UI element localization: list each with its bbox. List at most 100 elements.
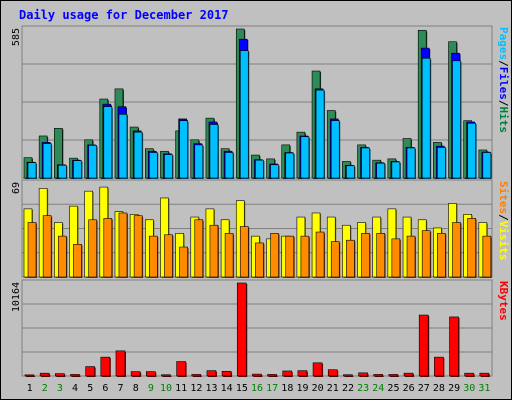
bar-kbytes-day-29-face	[449, 316, 459, 377]
bar-pages-day-31-face	[482, 152, 492, 179]
bar-sites-day-17	[270, 233, 280, 278]
bar-kbytes-day-4-face	[70, 374, 80, 377]
bar-kbytes-day-3	[55, 373, 66, 377]
bar-kbytes-day-17	[267, 374, 278, 377]
bar-kbytes-day-31-face	[479, 372, 490, 377]
bar-sites-day-12	[194, 219, 204, 278]
bar-sites-day-20	[315, 231, 326, 278]
bar-sites-day-19	[300, 235, 310, 278]
bar-sites-day-16-face	[255, 242, 264, 278]
bar-sites-day-17-face	[270, 233, 279, 278]
x-tick-label-day-24: 24	[372, 383, 384, 394]
bar-sites-day-11	[179, 246, 189, 278]
bar-pages-day-13	[209, 124, 219, 179]
bar-kbytes-day-24-face	[373, 374, 384, 377]
x-tick-label-day-13: 13	[205, 383, 217, 394]
bar-sites-day-4	[73, 244, 83, 278]
bar-pages-day-17-face	[270, 164, 279, 179]
bar-pages-day-19-face	[300, 136, 310, 179]
bar-kbytes-day-16	[252, 373, 263, 377]
bar-pages-day-4-face	[73, 160, 82, 179]
legend-pages-files-hits: Pages/Files/Hits	[497, 27, 510, 133]
bar-pages-day-24	[376, 162, 386, 179]
bar-pages-day-31	[482, 152, 492, 179]
bar-pages-day-14-face	[224, 152, 234, 179]
bar-sites-day-29-face	[452, 222, 461, 278]
legend-item-kbytes: KBytes	[497, 281, 510, 321]
bar-sites-day-21-face	[330, 241, 340, 278]
bar-sites-day-13	[209, 224, 219, 278]
bar-sites-day-19-face	[300, 235, 310, 278]
x-tick-label-day-2: 2	[42, 383, 48, 394]
bar-kbytes-day-27	[418, 314, 430, 377]
bar-sites-day-28-face	[437, 233, 446, 278]
bar-kbytes-day-17-face	[267, 374, 277, 377]
bar-kbytes-day-24	[373, 374, 384, 377]
bar-pages-day-27-face	[421, 57, 431, 179]
bar-kbytes-day-30	[464, 372, 475, 377]
bar-pages-day-26-face	[406, 147, 416, 179]
y-max-label-visits-sites: 69	[11, 182, 22, 194]
bar-sites-day-7-face	[118, 212, 128, 278]
bar-pages-day-23	[361, 147, 371, 179]
bar-pages-day-29-face	[452, 60, 461, 179]
x-tick-label-day-23: 23	[357, 383, 369, 394]
bar-pages-day-1-face	[27, 162, 37, 179]
bar-kbytes-day-11	[176, 361, 187, 377]
bar-pages-day-20	[315, 89, 326, 179]
bar-sites-day-21	[330, 241, 341, 278]
bar-pages-day-8	[133, 131, 144, 179]
bar-sites-day-4-face	[73, 244, 82, 278]
x-tick-label-day-22: 22	[342, 383, 354, 394]
bar-pages-day-21-face	[330, 120, 340, 179]
bar-kbytes-day-22-face	[343, 374, 353, 377]
x-tick-label-day-1: 1	[27, 383, 33, 394]
bar-sites-day-20-face	[315, 231, 325, 278]
bar-sites-day-11-face	[179, 246, 188, 278]
bar-kbytes-day-18-face	[282, 370, 293, 377]
bar-kbytes-day-18	[282, 370, 293, 377]
bar-sites-day-14	[224, 233, 235, 278]
bar-pages-day-19	[300, 136, 310, 179]
bar-sites-day-23-face	[361, 233, 370, 278]
x-tick-label-day-18: 18	[281, 383, 293, 394]
bar-kbytes-day-23-face	[358, 372, 368, 377]
bar-pages-day-16	[255, 159, 265, 179]
bar-kbytes-day-7	[115, 350, 126, 377]
bar-pages-day-9-face	[148, 152, 158, 179]
bar-kbytes-day-28	[434, 356, 445, 377]
bar-pages-day-21	[330, 120, 341, 179]
bar-sites-day-18	[285, 235, 295, 278]
bar-kbytes-day-2-face	[39, 372, 50, 377]
bar-sites-day-10-face	[164, 234, 173, 278]
bar-kbytes-day-21-face	[327, 369, 338, 377]
bar-kbytes-day-7-face	[115, 350, 126, 377]
bar-kbytes-day-28-face	[434, 356, 444, 377]
bar-kbytes-day-31	[479, 372, 490, 377]
legend-kbytes: KBytes	[497, 281, 510, 321]
bar-sites-day-27-face	[421, 230, 431, 278]
bar-kbytes-day-10-shadow	[162, 375, 172, 377]
bar-pages-day-11-face	[179, 120, 188, 179]
bar-sites-day-10	[164, 234, 174, 278]
bar-pages-day-8-face	[133, 131, 143, 179]
bar-sites-day-9	[148, 235, 159, 278]
bar-kbytes-day-12-face	[191, 374, 202, 377]
bar-sites-day-18-face	[285, 235, 295, 278]
bar-kbytes-day-8-face	[130, 371, 141, 377]
y-max-label-pages-files-hits: 585	[11, 28, 22, 46]
x-tick-label-day-25: 25	[387, 383, 399, 394]
x-tick-label-day-3: 3	[57, 383, 63, 394]
x-tick-label-day-19: 19	[296, 383, 308, 394]
bar-kbytes-day-16-face	[252, 373, 262, 377]
bar-kbytes-day-22-shadow	[344, 375, 354, 377]
x-tick-label-day-28: 28	[433, 383, 445, 394]
bar-kbytes-day-5-face	[85, 366, 95, 377]
bar-kbytes-day-3-face	[55, 373, 65, 377]
bar-kbytes-day-1-face	[24, 374, 35, 377]
bar-sites-day-25	[391, 238, 401, 278]
bar-sites-day-16	[255, 242, 265, 278]
x-tick-label-day-26: 26	[403, 383, 415, 394]
bar-kbytes-day-21	[327, 369, 339, 377]
bar-kbytes-day-19-face	[297, 370, 308, 377]
